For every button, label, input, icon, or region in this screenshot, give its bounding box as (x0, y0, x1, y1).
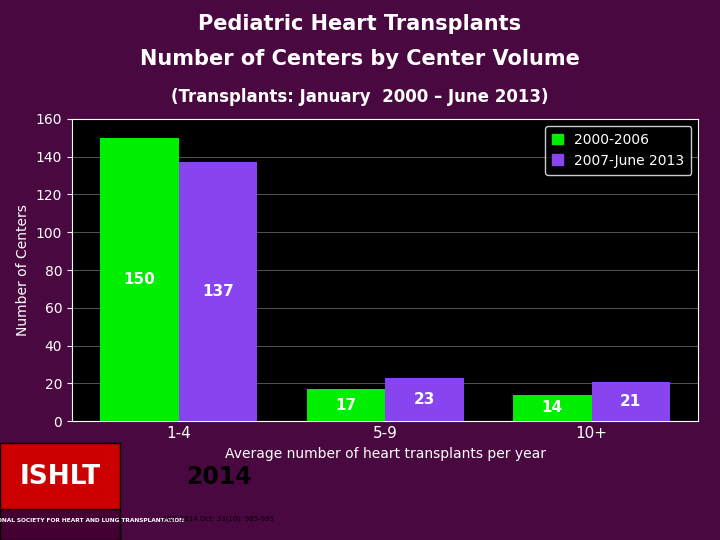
Text: Pediatric Heart Transplants: Pediatric Heart Transplants (199, 14, 521, 34)
Text: 14: 14 (541, 401, 563, 415)
Text: 137: 137 (202, 284, 234, 299)
X-axis label: Average number of heart transplants per year: Average number of heart transplants per … (225, 447, 546, 461)
Bar (385, 378, 464, 421)
Text: 150: 150 (124, 272, 156, 287)
Bar (592, 381, 670, 421)
Text: ISHLT: ISHLT (19, 464, 101, 490)
Bar (101, 138, 179, 421)
Text: 17: 17 (336, 397, 356, 413)
FancyBboxPatch shape (0, 443, 120, 540)
Text: 23: 23 (414, 392, 435, 407)
Y-axis label: Number of Centers: Number of Centers (17, 204, 30, 336)
Text: JHLT. 2014 Oct; 33(10): 985-995: JHLT. 2014 Oct; 33(10): 985-995 (163, 515, 274, 522)
Legend: 2000-2006, 2007-June 2013: 2000-2006, 2007-June 2013 (545, 126, 691, 174)
FancyBboxPatch shape (0, 509, 120, 540)
Text: 21: 21 (620, 394, 642, 409)
Bar (513, 395, 592, 421)
Bar (179, 162, 257, 421)
Text: 2014: 2014 (186, 465, 251, 489)
Text: (Transplants: January  2000 – June 2013): (Transplants: January 2000 – June 2013) (171, 89, 549, 106)
Bar (307, 389, 385, 421)
Text: ISHLT • INTERNATIONAL SOCIETY FOR HEART AND LUNG TRANSPLANTATION: ISHLT • INTERNATIONAL SOCIETY FOR HEART … (0, 518, 184, 523)
Text: Number of Centers by Center Volume: Number of Centers by Center Volume (140, 49, 580, 70)
